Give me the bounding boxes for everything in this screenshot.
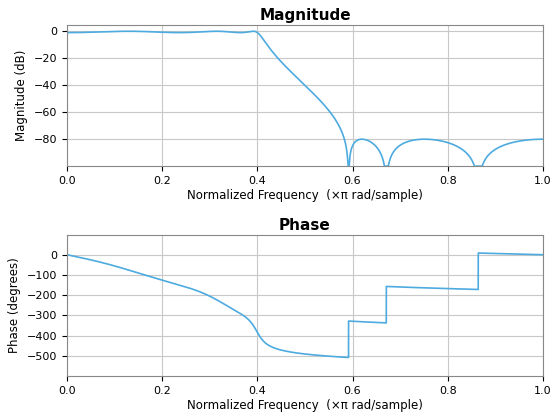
X-axis label: Normalized Frequency  (×π rad/sample): Normalized Frequency (×π rad/sample) [187, 399, 423, 412]
Title: Phase: Phase [279, 218, 331, 234]
Y-axis label: Magnitude (dB): Magnitude (dB) [15, 50, 29, 141]
Y-axis label: Phase (degrees): Phase (degrees) [8, 257, 21, 353]
Title: Magnitude: Magnitude [259, 8, 351, 24]
X-axis label: Normalized Frequency  (×π rad/sample): Normalized Frequency (×π rad/sample) [187, 189, 423, 202]
